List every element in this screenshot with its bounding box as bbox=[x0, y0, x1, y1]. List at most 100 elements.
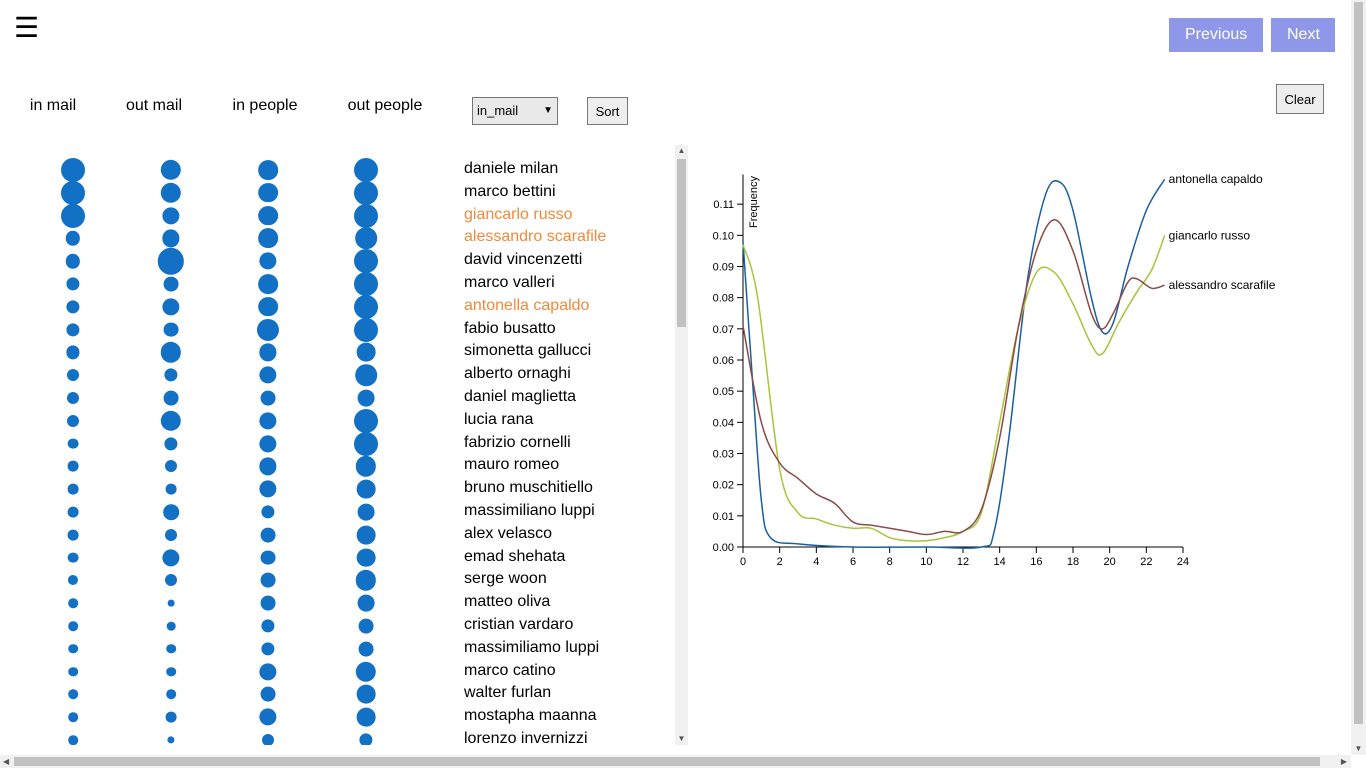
column-header-in-people: in people bbox=[232, 97, 298, 114]
person-name[interactable]: cristian vardaro bbox=[464, 616, 574, 633]
next-button[interactable]: Next bbox=[1271, 18, 1335, 52]
person-name[interactable]: mostapha maanna bbox=[464, 707, 597, 725]
page-vertical-scrollbar[interactable]: ▼ bbox=[1351, 0, 1366, 755]
column-header-in-mail: in mail bbox=[29, 97, 77, 114]
person-row[interactable]: alberto ornaghi bbox=[0, 364, 675, 387]
person-row[interactable]: cristian vardaro bbox=[0, 615, 675, 638]
people-list-scrollbar[interactable]: ▲ ▼ bbox=[675, 145, 688, 745]
person-row[interactable]: bruno muschitiello bbox=[0, 478, 675, 501]
scroll-down-icon[interactable]: ▼ bbox=[677, 734, 686, 743]
metric-bubble bbox=[61, 180, 85, 205]
metric-bubble bbox=[68, 666, 78, 677]
person-row[interactable]: fabio busatto bbox=[0, 317, 675, 342]
page-horizontal-scrollbar[interactable]: ◀ ▶ bbox=[0, 755, 1351, 768]
sort-button[interactable]: Sort bbox=[587, 97, 628, 125]
person-name[interactable]: mauro romeo bbox=[464, 456, 560, 474]
page-scroll-down-icon[interactable]: ▼ bbox=[1354, 744, 1363, 753]
person-row[interactable]: david vincenzetti bbox=[0, 247, 675, 275]
metric-bubble bbox=[259, 457, 277, 476]
person-name[interactable]: lorenzo invernizzi bbox=[464, 730, 588, 745]
previous-button[interactable]: Previous bbox=[1169, 18, 1263, 52]
person-name[interactable]: walter furlan bbox=[464, 684, 552, 702]
person-row[interactable]: mauro romeo bbox=[0, 455, 675, 478]
x-tick-label: 8 bbox=[887, 556, 893, 568]
metric-bubble bbox=[354, 294, 378, 319]
person-row[interactable]: fabrizio cornelli bbox=[0, 431, 675, 456]
person-name[interactable]: emad shehata bbox=[464, 547, 566, 565]
person-name[interactable]: massimiliano luppi bbox=[464, 502, 595, 519]
scrollbar-thumb[interactable] bbox=[677, 159, 686, 327]
person-row[interactable]: matteo oliva bbox=[0, 592, 675, 615]
person-name[interactable]: marco valleri bbox=[464, 274, 555, 291]
person-row[interactable]: lorenzo invernizzi bbox=[0, 729, 675, 745]
metric-bubble bbox=[355, 661, 377, 682]
metric-bubble bbox=[258, 205, 278, 226]
person-row[interactable]: simonetta gallucci bbox=[0, 341, 675, 364]
person-row[interactable]: lucia rana bbox=[0, 408, 675, 433]
person-name[interactable]: bruno muschitiello bbox=[464, 479, 593, 497]
series-line-giancarlo-russo bbox=[742, 235, 1166, 542]
person-row[interactable]: daniele milan bbox=[0, 158, 675, 182]
person-row[interactable]: walter furlan bbox=[0, 683, 675, 706]
person-row[interactable]: daniel maglietta bbox=[0, 387, 675, 410]
dropdown-arrow-icon: ▼ bbox=[543, 105, 553, 116]
metric-bubble bbox=[67, 506, 79, 518]
metric-bubble bbox=[165, 528, 177, 541]
person-name[interactable]: massimiliamo luppi bbox=[464, 638, 600, 656]
sort-field-select[interactable]: in_mail ▼ bbox=[472, 97, 558, 125]
page-scroll-left-icon[interactable]: ◀ bbox=[3, 757, 10, 766]
person-name[interactable]: alex velasco bbox=[464, 524, 553, 542]
person-name[interactable]: marco catino bbox=[464, 661, 556, 679]
person-row[interactable]: mostapha maanna bbox=[0, 706, 675, 729]
page-vertical-scrollbar-thumb[interactable] bbox=[1354, 2, 1363, 724]
person-row[interactable]: serge woon bbox=[0, 569, 675, 592]
person-row[interactable]: alex velasco bbox=[0, 524, 675, 547]
person-name[interactable]: david vincenzetti bbox=[464, 251, 583, 269]
x-tick-label: 10 bbox=[920, 556, 932, 568]
person-row[interactable]: marco catino bbox=[0, 661, 675, 684]
person-name[interactable]: daniel maglietta bbox=[464, 388, 577, 405]
clear-button[interactable]: Clear bbox=[1276, 84, 1324, 114]
person-row[interactable]: massimiliano luppi bbox=[0, 501, 675, 524]
person-row[interactable]: marco valleri bbox=[0, 272, 675, 296]
page-horizontal-scrollbar-thumb[interactable] bbox=[14, 757, 1320, 766]
metric-bubble bbox=[261, 505, 275, 519]
person-name[interactable]: fabrizio cornelli bbox=[464, 433, 571, 451]
metric-bubble bbox=[157, 247, 185, 275]
page-scroll-right-icon[interactable]: ▶ bbox=[1340, 757, 1347, 766]
person-name[interactable]: alessandro scarafile bbox=[464, 228, 607, 246]
metric-bubble bbox=[67, 369, 79, 382]
person-name[interactable]: lucia rana bbox=[464, 410, 534, 428]
metric-bubble bbox=[258, 296, 278, 317]
metric-bubble bbox=[356, 685, 376, 704]
x-tick-label: 6 bbox=[850, 556, 856, 568]
person-name[interactable]: matteo oliva bbox=[464, 593, 551, 611]
metric-bubble bbox=[357, 503, 375, 521]
person-name[interactable]: serge woon bbox=[464, 570, 547, 588]
x-tick-label: 4 bbox=[813, 556, 819, 568]
person-row[interactable]: emad shehata bbox=[0, 547, 675, 570]
metric-bubble bbox=[163, 276, 179, 292]
people-list[interactable]: daniele milan marco bettini giancarlo russ… bbox=[0, 145, 675, 745]
person-row[interactable]: marco bettini bbox=[0, 180, 675, 205]
person-name[interactable]: alberto ornaghi bbox=[464, 365, 571, 383]
person-name[interactable]: daniele milan bbox=[464, 160, 559, 177]
person-row[interactable]: alessandro scarafile bbox=[0, 227, 675, 250]
metric-bubble bbox=[67, 529, 79, 541]
person-name[interactable]: giancarlo russo bbox=[464, 205, 573, 223]
metric-bubble bbox=[259, 252, 277, 270]
metric-bubble bbox=[67, 575, 79, 586]
person-row[interactable]: antonella capaldo bbox=[0, 294, 675, 319]
scroll-up-icon[interactable]: ▲ bbox=[677, 146, 686, 155]
person-row[interactable]: giancarlo russo bbox=[0, 203, 675, 228]
metric-bubble bbox=[162, 548, 180, 567]
person-name[interactable]: marco bettini bbox=[464, 182, 556, 200]
person-name[interactable]: antonella capaldo bbox=[464, 296, 590, 314]
person-row[interactable]: massimiliamo luppi bbox=[0, 638, 675, 661]
hamburger-menu-icon[interactable]: ☰ bbox=[14, 12, 40, 43]
metric-bubble bbox=[358, 618, 374, 634]
person-name[interactable]: simonetta gallucci bbox=[464, 342, 592, 360]
person-name[interactable]: fabio busatto bbox=[464, 319, 556, 337]
metric-bubble bbox=[68, 712, 78, 722]
metric-bubble bbox=[68, 598, 78, 608]
